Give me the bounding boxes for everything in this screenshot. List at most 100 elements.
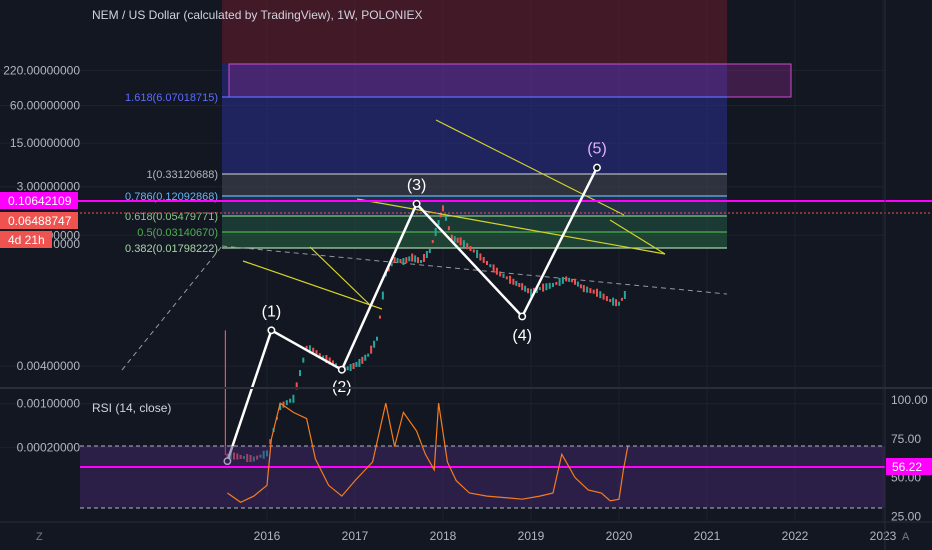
price-candle <box>515 280 518 286</box>
price-candle <box>246 453 249 462</box>
price-axis[interactable]: 220.00000000 60.00000000 15.00000000 3.0000… <box>3 63 80 454</box>
svg-text:4d 21h: 4d 21h <box>8 233 45 247</box>
rsi-line <box>227 402 629 503</box>
price-candle <box>236 453 239 460</box>
time-tick-label: 2022 <box>782 529 809 543</box>
price-candle <box>387 267 390 272</box>
price-candle <box>586 286 589 293</box>
price-candle <box>518 283 521 288</box>
price-candle <box>521 283 524 291</box>
price-candle <box>308 345 311 354</box>
price-candle <box>609 299 612 303</box>
timezone-icon[interactable]: Z <box>36 531 43 543</box>
price-candle <box>561 276 564 284</box>
symbol-title: NEM / US Dollar (calculated by TradingVi… <box>92 8 423 22</box>
price-candle <box>605 296 608 302</box>
price-candle <box>402 258 405 266</box>
price-candle <box>428 248 431 253</box>
price-candle <box>425 251 428 259</box>
price-candle <box>439 213 442 218</box>
price-candle <box>262 450 265 459</box>
price-candle <box>370 345 373 354</box>
rsi-title: RSI (14, close) <box>92 401 171 415</box>
rsi-tick-label: 75.00 <box>891 432 921 446</box>
price-candle <box>318 353 321 358</box>
trendlines <box>242 119 666 310</box>
price-candle <box>530 288 532 297</box>
price-candle <box>447 226 450 231</box>
price-candle <box>599 291 602 299</box>
time-tick-label: 2016 <box>254 529 281 543</box>
elliott-waves: (1)(2)(3)(4)(5) <box>223 141 607 466</box>
price-candle <box>565 276 568 282</box>
wave-point <box>518 312 527 321</box>
price-candle <box>269 439 272 445</box>
price-candle <box>615 299 618 307</box>
price-tick-label: 60.00000000 <box>10 99 80 113</box>
price-candle <box>612 297 615 306</box>
price-candle <box>367 353 370 357</box>
rsi-value-badge: 56.22 <box>886 458 932 475</box>
wave-point <box>223 457 232 466</box>
price-candle <box>352 362 355 369</box>
price-candle <box>444 215 447 221</box>
price-candle <box>422 254 425 263</box>
price-candle <box>328 357 331 365</box>
price-candle <box>361 356 364 364</box>
wave-label-3: (3) <box>407 177 427 194</box>
price-candle <box>233 452 235 460</box>
magenta-level-badge: 0.10642109 <box>0 192 78 209</box>
wave-label-5: (5) <box>587 141 607 158</box>
price-candle <box>299 370 301 377</box>
time-tick-label: 2021 <box>694 529 721 543</box>
wave-label-1: (1) <box>262 303 282 320</box>
price-candle <box>229 451 232 460</box>
fib-zone-green2 <box>222 232 727 248</box>
price-candle <box>527 288 530 294</box>
auto-scale-icon[interactable]: A <box>902 531 910 543</box>
fib-label-1.618: 1.618(6.07018715) <box>125 92 218 104</box>
price-candle <box>256 455 259 460</box>
price-candle <box>376 336 378 341</box>
price-tick-label: 0.00100000 <box>17 397 81 411</box>
price-candle <box>373 340 376 348</box>
price-candle <box>252 456 255 462</box>
price-candle <box>596 288 598 297</box>
price-candle <box>456 237 459 243</box>
price-tick-label: 3.00000000 <box>17 180 81 194</box>
wave-path <box>226 167 599 462</box>
price-candle <box>349 364 352 372</box>
price-candle <box>492 264 495 273</box>
fib-label-0.382: 0.382(0.01798222) <box>125 243 218 255</box>
price-candle <box>499 271 502 277</box>
price-tick-label: 220.00000000 <box>3 63 80 77</box>
price-candle <box>414 255 417 263</box>
price-candle <box>538 287 541 291</box>
price-candle <box>378 315 381 319</box>
time-axis[interactable]: 2016 2017 2018 2019 2020 2021 2022 2023 <box>254 529 897 543</box>
price-candle <box>442 205 444 212</box>
price-candle <box>285 400 288 406</box>
price-candle <box>502 273 505 278</box>
price-candle <box>466 243 469 250</box>
price-tick-label: 15.00000000 <box>10 136 80 150</box>
price-candle <box>315 350 318 357</box>
wedge-line-lower-2 <box>356 198 666 255</box>
price-candle <box>453 236 456 243</box>
price-candle <box>325 355 328 364</box>
price-candle <box>381 291 384 300</box>
price-candle <box>437 220 440 226</box>
fib-zone-green1 <box>222 216 727 232</box>
price-candle <box>450 234 453 242</box>
rsi-path <box>227 402 629 503</box>
fib-zone-grey <box>222 174 727 196</box>
price-candle <box>431 240 434 244</box>
target-box[interactable] <box>228 63 792 98</box>
price-candle <box>249 454 252 462</box>
price-candle <box>289 398 292 403</box>
price-candle <box>364 354 367 361</box>
price-candle <box>512 278 515 285</box>
price-candle <box>390 263 393 267</box>
time-tick-label: 2019 <box>518 529 545 543</box>
